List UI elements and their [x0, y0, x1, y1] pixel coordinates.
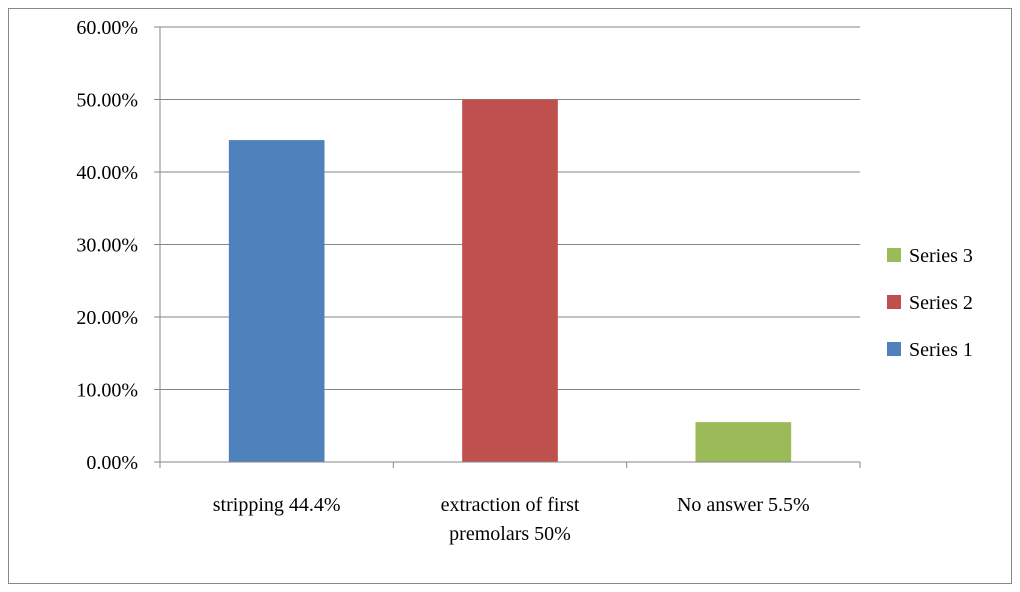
x-category-label: extraction of first premolars 50% — [441, 494, 580, 545]
bar-series-1 — [228, 140, 325, 462]
y-tick-label: 0.00% — [86, 452, 138, 474]
x-category-label: No answer 5.5% — [677, 494, 810, 516]
x-category-label-line: premolars 50% — [449, 523, 571, 545]
legend-swatch — [887, 342, 901, 356]
x-category-label-line: extraction of first — [441, 494, 580, 516]
y-axis-tick-labels: 0.00% 10.00% 20.00% 30.00% 40.00% 50.00% 60.00… — [76, 17, 138, 474]
bar-series-2 — [462, 99, 558, 462]
x-category-label-line: stripping 44.4% — [213, 494, 341, 516]
y-tick-label: 10.00% — [76, 380, 138, 402]
y-tick-label: 60.00% — [76, 17, 138, 39]
x-category-label: stripping 44.4% — [213, 494, 341, 516]
legend: Series 3 Series 2 Series 1 — [887, 245, 973, 361]
legend-label: Series 1 — [909, 339, 973, 361]
axes — [154, 26, 861, 468]
legend-swatch — [887, 248, 901, 262]
y-tick-label: 40.00% — [76, 162, 138, 184]
legend-swatch — [887, 295, 901, 309]
y-tick-label: 20.00% — [76, 307, 138, 329]
legend-label: Series 3 — [909, 245, 973, 267]
y-tick-label: 30.00% — [76, 235, 138, 257]
x-category-label-line: No answer 5.5% — [677, 494, 810, 516]
bar-series-3 — [695, 422, 792, 462]
bars — [228, 99, 792, 462]
y-tick-label: 50.00% — [76, 90, 138, 112]
x-axis-category-labels: stripping 44.4% extraction of first premol… — [213, 494, 810, 545]
legend-label: Series 2 — [909, 292, 973, 314]
